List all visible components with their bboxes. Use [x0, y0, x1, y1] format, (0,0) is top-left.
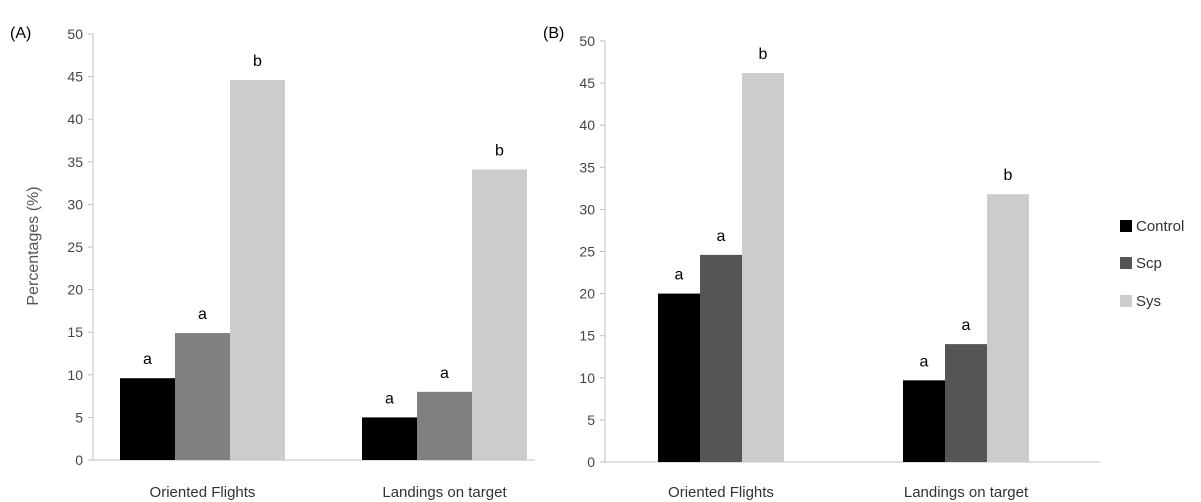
y-tick-label: 0: [587, 454, 595, 470]
y-tick-label: 30: [67, 196, 83, 212]
legend-label-sys: Sys: [1136, 293, 1161, 310]
legend: Control Scp Sys: [1120, 218, 1184, 310]
bar-scp-2: [945, 344, 987, 462]
legend-swatch-control: [1120, 220, 1132, 232]
y-tick-label: 10: [67, 367, 83, 383]
category-label: Landings on target: [382, 484, 507, 501]
y-tick-label: 25: [579, 244, 595, 260]
category-label: Oriented Flights: [668, 484, 774, 501]
bar-scp-1: [175, 333, 230, 460]
y-tick-label: 30: [579, 201, 595, 217]
y-tick-label: 15: [67, 324, 83, 340]
bar-sys-2: [987, 194, 1029, 462]
bar-scp-1: [700, 254, 742, 462]
y-tick-label: 10: [579, 370, 595, 386]
significance-label: a: [385, 390, 394, 407]
legend-swatch-sys: [1120, 295, 1132, 307]
significance-label: a: [920, 353, 929, 370]
category-label: Oriented Flights: [150, 484, 256, 501]
significance-label: b: [759, 46, 768, 63]
significance-label: b: [495, 142, 504, 159]
legend-swatch-scp: [1120, 257, 1132, 269]
y-tick-label: 50: [579, 33, 595, 49]
significance-label: b: [253, 53, 262, 70]
panel-a: (A) Percentages (%) 0 5 10 15 20 25 30 35 40 45 50 a a…: [10, 25, 535, 501]
panel-label: (B): [543, 25, 564, 42]
significance-label: a: [440, 365, 449, 382]
significance-label: a: [143, 351, 152, 368]
panel-label: (A): [10, 25, 31, 42]
bar-sys-1: [742, 72, 784, 462]
y-tick-label: 35: [579, 159, 595, 175]
y-axis-label: Percentages (%): [25, 186, 42, 305]
significance-label: a: [962, 317, 971, 334]
y-tick-label: 0: [75, 452, 83, 468]
y-tick-label: 5: [75, 409, 83, 425]
y-tick-label: 25: [67, 239, 83, 255]
category-label: Landings on target: [904, 484, 1029, 501]
y-tick-label: 40: [579, 117, 595, 133]
y-tick-label: 45: [67, 69, 83, 85]
y-tick-label: 20: [67, 282, 83, 298]
significance-label: a: [198, 306, 207, 323]
bar-control-2: [903, 380, 945, 462]
y-tick-label: 15: [579, 328, 595, 344]
y-tick-label: 20: [579, 286, 595, 302]
bar-control-1: [658, 293, 700, 462]
legend-label-control: Control: [1136, 218, 1184, 235]
y-tick-label: 5: [587, 412, 595, 428]
panel-b: (B) 0 5 10 15 20 25 30 35 40 45 50 a a b Oriented Fligh…: [543, 25, 1100, 501]
significance-label: b: [1004, 167, 1013, 184]
significance-label: a: [717, 228, 726, 245]
bar-control-2: [362, 417, 417, 460]
bar-scp-2: [417, 391, 472, 460]
y-tick-label: 40: [67, 111, 83, 127]
bar-sys-1: [230, 80, 285, 461]
y-tick-label: 45: [579, 75, 595, 91]
y-tick-label: 35: [67, 154, 83, 170]
y-tick-label: 50: [67, 26, 83, 42]
bar-control-1: [120, 378, 175, 460]
legend-label-scp: Scp: [1136, 255, 1162, 272]
bar-sys-2: [472, 169, 527, 460]
significance-label: a: [675, 267, 684, 284]
